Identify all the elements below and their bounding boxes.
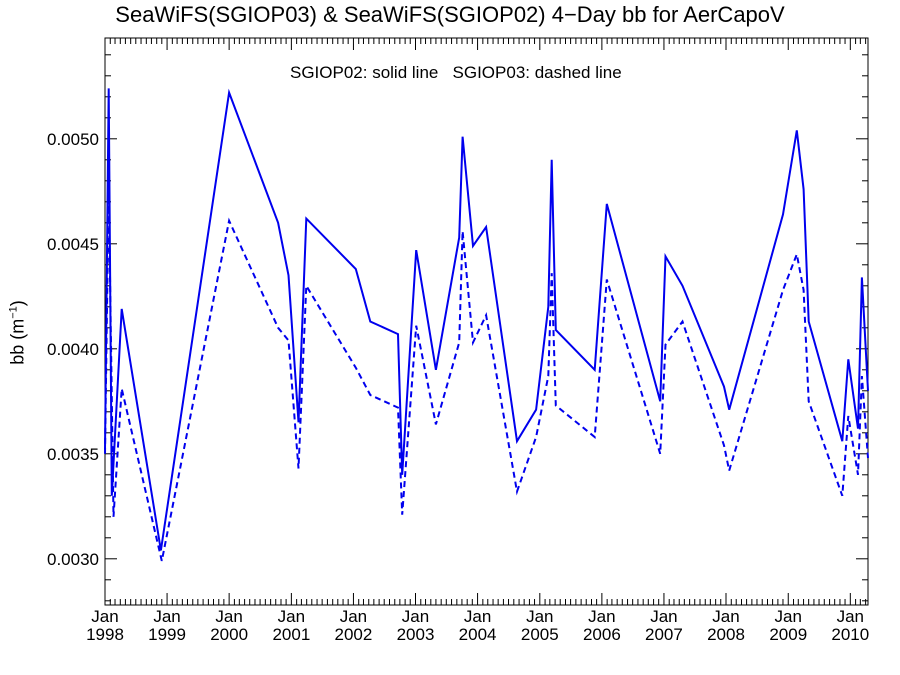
x-tick-label-year: 1998 (86, 625, 124, 644)
x-tick-label-year: 2000 (210, 625, 248, 644)
x-tick-label-month: Jan (153, 607, 180, 626)
x-tick-label-year: 2003 (397, 625, 435, 644)
x-tick-label-year: 2001 (272, 625, 310, 644)
y-tick-label: 0.0030 (47, 550, 99, 569)
x-tick-label-month: Jan (402, 607, 429, 626)
x-tick-label-year: 2007 (645, 625, 683, 644)
x-tick-label-month: Jan (91, 607, 118, 626)
x-tick-label-month: Jan (340, 607, 367, 626)
x-tick-label-month: Jan (464, 607, 491, 626)
x-tick-label-year: 2009 (769, 625, 807, 644)
legend-note: SGIOP02: solid line SGIOP03: dashed line (290, 63, 622, 82)
series-line-sgiop03 (104, 184, 869, 562)
y-tick-label: 0.0045 (47, 235, 99, 254)
x-tick-label-month: Jan (278, 607, 305, 626)
x-tick-label-month: Jan (588, 607, 615, 626)
plot-frame (104, 37, 869, 606)
x-tick-label-year: 1999 (148, 625, 186, 644)
x-tick-label-month: Jan (526, 607, 553, 626)
x-tick-label-year: 2002 (335, 625, 373, 644)
x-tick-label-year: 2008 (707, 625, 745, 644)
y-tick-label: 0.0050 (47, 130, 99, 149)
x-tick-label-month: Jan (215, 607, 242, 626)
x-tick-label-year: 2010 (831, 625, 869, 644)
x-tick-label-year: 2004 (459, 625, 497, 644)
y-tick-label: 0.0035 (47, 445, 99, 464)
x-tick-label-year: 2006 (583, 625, 621, 644)
chart-title: SeaWiFS(SGIOP03) & SeaWiFS(SGIOP02) 4−Da… (115, 2, 785, 27)
x-tick-label-month: Jan (650, 607, 677, 626)
x-tick-label-year: 2005 (521, 625, 559, 644)
x-tick-label-month: Jan (712, 607, 739, 626)
series-line-sgiop02 (104, 88, 869, 551)
x-tick-label-month: Jan (775, 607, 802, 626)
y-tick-label: 0.0040 (47, 340, 99, 359)
x-tick-label-month: Jan (837, 607, 864, 626)
